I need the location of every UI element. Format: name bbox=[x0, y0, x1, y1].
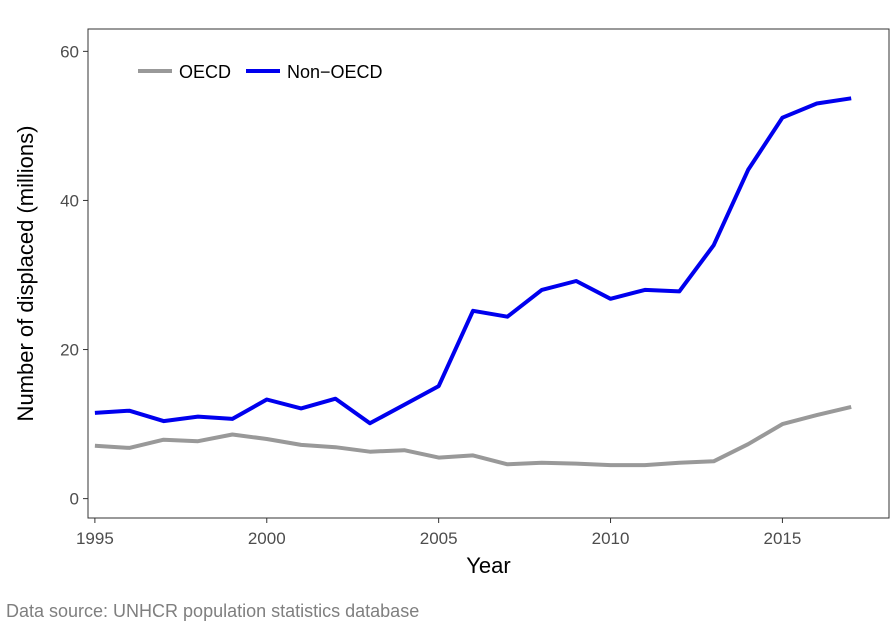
series-lines bbox=[94, 96, 852, 468]
x-tick-label: 2015 bbox=[764, 529, 802, 548]
x-axis: 1995 2000 2005 2010 2015 bbox=[76, 518, 801, 548]
plot-panel bbox=[87, 28, 890, 519]
chart: 0 20 40 60 1995 2000 2005 2010 2015 OECD Non−OEC… bbox=[13, 28, 890, 578]
y-axis-title: Number of displaced (millions) bbox=[13, 126, 38, 422]
y-axis: 0 20 40 60 bbox=[60, 42, 88, 509]
series-line-oecd bbox=[94, 404, 852, 468]
y-tick-label: 40 bbox=[60, 191, 79, 210]
x-tick-label: 2000 bbox=[248, 529, 286, 548]
x-tick-label: 2005 bbox=[420, 529, 458, 548]
legend: OECD Non−OECD bbox=[138, 62, 383, 82]
legend-label-oecd: OECD bbox=[179, 62, 231, 82]
series-line-non-oecd bbox=[94, 96, 852, 426]
data-source-caption: Data source: UNHCR population statistics… bbox=[6, 601, 420, 621]
y-tick-label: 0 bbox=[70, 490, 79, 509]
x-tick-label: 2010 bbox=[592, 529, 630, 548]
x-axis-title: Year bbox=[466, 553, 510, 578]
x-tick-label: 1995 bbox=[76, 529, 114, 548]
y-tick-label: 20 bbox=[60, 341, 79, 360]
y-tick-label: 60 bbox=[60, 42, 79, 61]
legend-label-non-oecd: Non−OECD bbox=[287, 62, 383, 82]
